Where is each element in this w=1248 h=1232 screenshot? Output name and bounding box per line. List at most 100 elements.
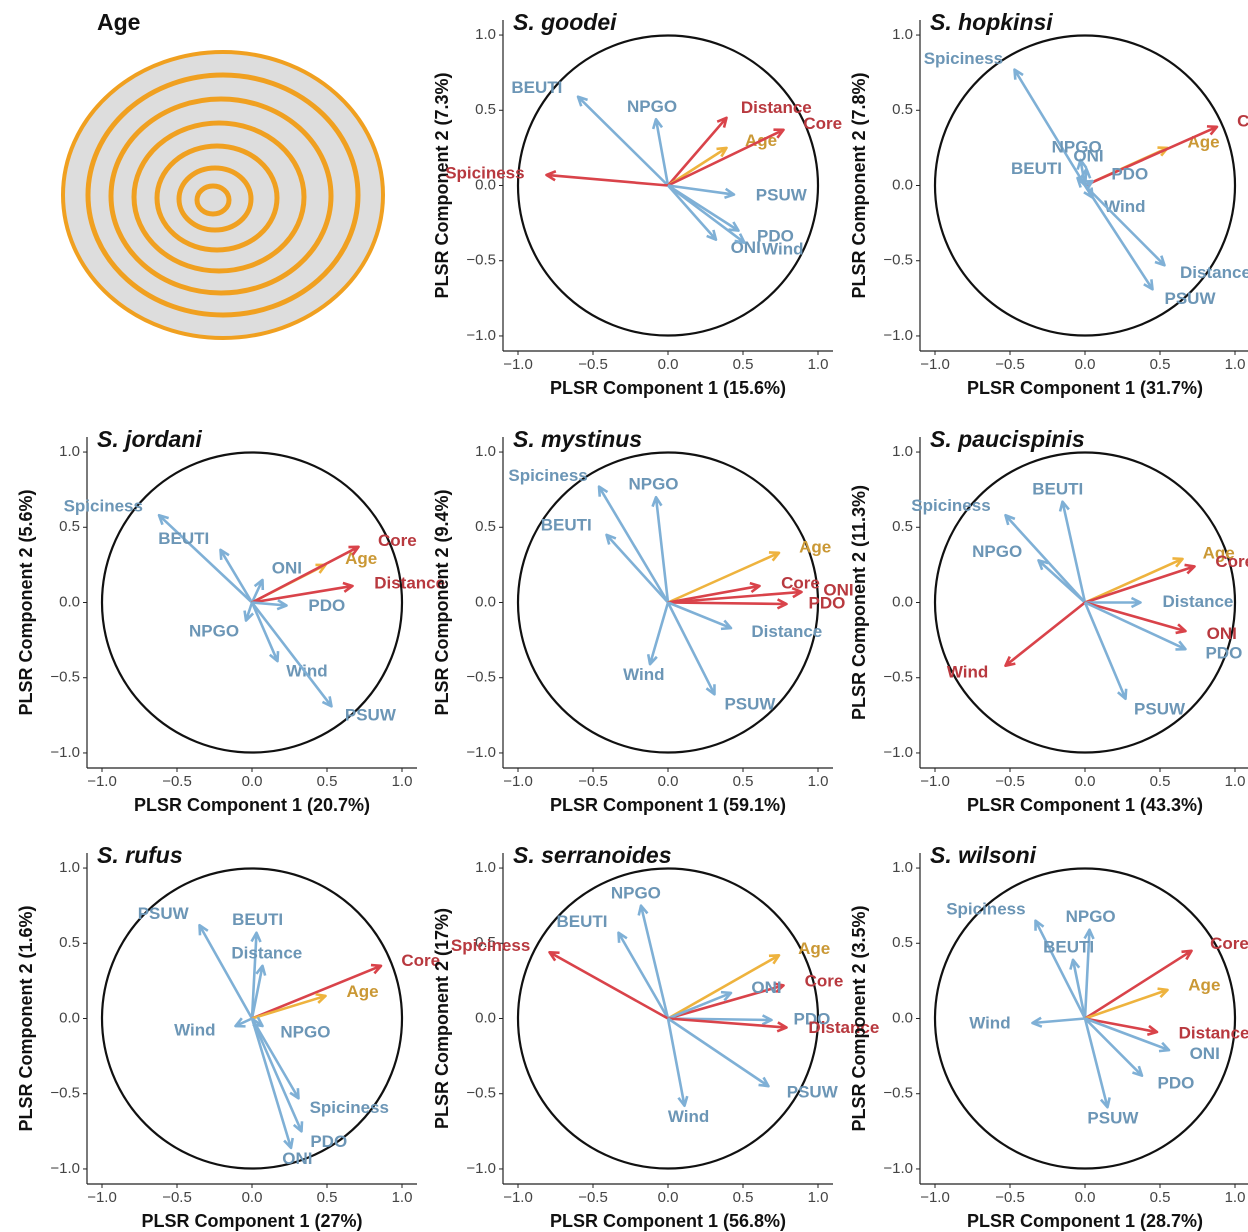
loading-arrow bbox=[667, 551, 781, 604]
panel: −1.0 −0.5 0.0 0.5 1.0 −1.0 −0.5 0.0 0.5 1.0 PLSR C… bbox=[432, 842, 880, 1231]
variable-label: Spiciness bbox=[924, 49, 1003, 68]
y-tick-label: 1.0 bbox=[475, 859, 496, 876]
y-tick-label: 0.0 bbox=[59, 1009, 80, 1026]
variable-label: NPGO bbox=[628, 475, 678, 494]
variable-label: BEUTI bbox=[557, 912, 608, 931]
panel: −1.0 −0.5 0.0 0.5 1.0 −1.0 −0.5 0.0 0.5 1.0 PLSR C… bbox=[849, 426, 1248, 815]
y-tick-label: 0.0 bbox=[475, 176, 496, 193]
variable-label: Distance bbox=[1180, 263, 1248, 282]
loading-arrow bbox=[1034, 919, 1087, 1020]
loading-arrow bbox=[250, 1018, 294, 1150]
variable-label: Core bbox=[805, 972, 844, 991]
panel: −1.0 −0.5 0.0 0.5 1.0 −1.0 −0.5 0.0 0.5 1.0 PLSR C… bbox=[432, 9, 842, 398]
x-tick-label: −0.5 bbox=[995, 356, 1025, 373]
loading-arrow bbox=[1084, 949, 1193, 1020]
variable-label: BEUTI bbox=[1011, 159, 1062, 178]
loading-arrow bbox=[1085, 596, 1142, 609]
x-axis-label: PLSR Component 1 (28.7%) bbox=[967, 1211, 1203, 1231]
x-tick-label: 0.5 bbox=[733, 773, 754, 790]
loading-arrow bbox=[667, 116, 728, 187]
variable-label: PDO bbox=[1158, 1074, 1195, 1093]
growth-ring bbox=[176, 165, 254, 233]
variable-label: BEUTI bbox=[541, 515, 592, 534]
y-tick-label: 0.0 bbox=[59, 593, 80, 610]
variable-label: ONI bbox=[272, 559, 302, 578]
y-tick-label: −1.0 bbox=[466, 1160, 496, 1177]
growth-ring bbox=[108, 96, 334, 296]
loading-arrow bbox=[667, 184, 736, 199]
loading-arrow bbox=[637, 904, 670, 1019]
variable-label: Age bbox=[1203, 543, 1235, 562]
unit-circle bbox=[933, 34, 1237, 337]
growth-ring bbox=[194, 183, 232, 217]
variable-label: Distance bbox=[1179, 1024, 1248, 1043]
variable-label: BEUTI bbox=[232, 910, 283, 929]
variable-label: BEUTI bbox=[1043, 938, 1094, 957]
y-tick-label: 0.0 bbox=[475, 1009, 496, 1026]
variable-label: Core bbox=[803, 114, 842, 133]
x-tick-label: −1.0 bbox=[503, 773, 533, 790]
variable-label: Wind bbox=[623, 665, 664, 684]
variable-label: Distance bbox=[808, 1018, 879, 1037]
y-tick-label: 0.0 bbox=[892, 1009, 913, 1026]
variable-label: Wind bbox=[762, 239, 803, 258]
loading-arrow bbox=[667, 184, 746, 244]
x-tick-label: 1.0 bbox=[1225, 1189, 1246, 1206]
variable-label: Spiciness bbox=[946, 899, 1025, 918]
x-tick-label: 0.0 bbox=[242, 1189, 263, 1206]
variable-label: PDO bbox=[1111, 164, 1148, 183]
x-tick-label: −0.5 bbox=[995, 773, 1025, 790]
loading-arrow bbox=[198, 923, 254, 1020]
loading-arrow bbox=[667, 601, 733, 631]
variable-label: ONI bbox=[1207, 624, 1237, 643]
y-tick-label: 1.0 bbox=[59, 859, 80, 876]
y-tick-label: 0.5 bbox=[59, 518, 80, 535]
loading-arrow bbox=[548, 951, 669, 1020]
x-tick-label: −1.0 bbox=[920, 773, 950, 790]
loading-arrow bbox=[1004, 601, 1086, 667]
loading-arrow bbox=[157, 513, 253, 604]
loading-arrow bbox=[243, 602, 255, 622]
variable-label: Core bbox=[1210, 934, 1248, 953]
loading-arrow bbox=[1076, 176, 1088, 188]
x-axis-label: PLSR Component 1 (27%) bbox=[141, 1211, 362, 1231]
unit-circle bbox=[933, 451, 1237, 754]
y-axis-label: PLSR Component 2 (9.4%) bbox=[432, 489, 452, 715]
y-tick-label: 0.5 bbox=[475, 518, 496, 535]
panel: −1.0 −0.5 0.0 0.5 1.0 −1.0 −0.5 0.0 0.5 1.0 PLSR C… bbox=[849, 842, 1248, 1231]
variable-label: BEUTI bbox=[158, 529, 209, 548]
variable-label: PSUW bbox=[1164, 289, 1216, 308]
loading-arrow bbox=[1084, 184, 1166, 267]
loading-arrow bbox=[251, 545, 360, 604]
variable-label: PDO bbox=[793, 1010, 830, 1029]
variable-label: NPGO bbox=[1066, 907, 1116, 926]
y-tick-label: 0.5 bbox=[892, 101, 913, 118]
panel-title: S. paucispinis bbox=[930, 426, 1085, 452]
x-axis-label: PLSR Component 1 (59.1%) bbox=[550, 795, 786, 815]
variable-label: ONI bbox=[731, 238, 761, 257]
panel-title: S. mystinus bbox=[513, 426, 642, 452]
loading-arrow bbox=[1083, 928, 1095, 1019]
y-tick-label: 0.5 bbox=[892, 518, 913, 535]
y-tick-label: 0.5 bbox=[475, 934, 496, 951]
loading-arrow bbox=[251, 963, 383, 1020]
x-tick-label: −1.0 bbox=[920, 356, 950, 373]
x-tick-label: −1.0 bbox=[503, 1189, 533, 1206]
growth-ring bbox=[85, 72, 361, 318]
loading-arrow bbox=[667, 1017, 770, 1088]
x-axis-label: PLSR Component 1 (15.6%) bbox=[550, 378, 786, 398]
y-tick-label: 0.5 bbox=[475, 101, 496, 118]
loading-arrow bbox=[646, 602, 670, 666]
variable-label: NPGO bbox=[1052, 138, 1102, 157]
y-tick-label: −1.0 bbox=[466, 744, 496, 761]
variable-label: ONI bbox=[282, 1149, 312, 1168]
loading-arrow bbox=[667, 128, 785, 187]
loading-arrow bbox=[1082, 179, 1094, 191]
x-tick-label: −1.0 bbox=[87, 1189, 117, 1206]
y-tick-label: −0.5 bbox=[883, 252, 913, 269]
x-tick-label: 0.5 bbox=[1150, 1189, 1171, 1206]
x-tick-label: 0.5 bbox=[317, 1189, 338, 1206]
x-tick-label: −0.5 bbox=[578, 356, 608, 373]
panel-title: S. rufus bbox=[97, 842, 183, 868]
loading-arrow bbox=[666, 1018, 689, 1108]
